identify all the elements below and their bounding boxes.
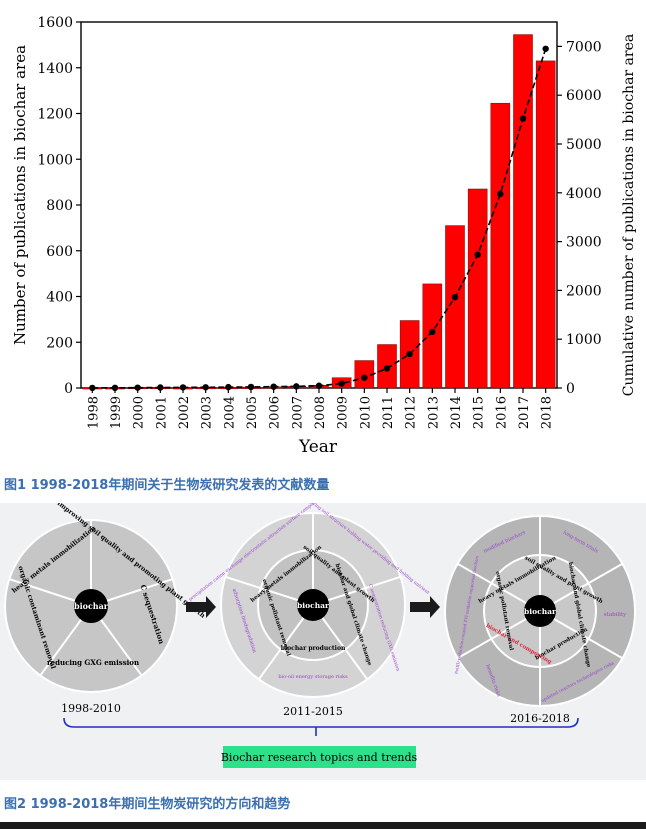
cumulative-point-2010: [361, 374, 368, 381]
cumulative-point-2000: [134, 384, 141, 391]
bar-2015: [467, 188, 488, 389]
cumulative-point-2002: [179, 384, 187, 391]
cumulative-point-2005: [247, 383, 255, 391]
bar-2014: [445, 225, 465, 389]
x-tick-label: 2006: [268, 396, 283, 429]
wheel-2011-2015: biochar heavy metals immobilization soil…: [188, 503, 431, 718]
x-tick-label: 2014: [449, 396, 464, 429]
cumulative-point-2001: [157, 384, 164, 391]
x-tick-label: 2001: [154, 396, 169, 429]
x-tick-label: 2016: [494, 396, 509, 429]
y-right-tick-label: 0: [566, 381, 575, 397]
cumulative-point-2006: [270, 383, 277, 390]
x-tick-label: 2005: [245, 396, 260, 429]
y-axis-label-right: Cumulative number of publications in bio…: [621, 34, 637, 396]
trend-label-box: [223, 746, 416, 768]
cumulative-point-2009: [338, 380, 345, 387]
y-right-tick-label: 2000: [566, 283, 602, 299]
figure2-caption: 图2 1998-2018年期间生物炭研究的方向和趋势: [4, 797, 291, 812]
cumulative-point-1999: [111, 384, 119, 392]
cumulative-point-2011: [383, 365, 391, 372]
x-tick-label: 2012: [404, 396, 419, 429]
wheel3-center-label: biochar: [524, 607, 557, 616]
bar-2016: [490, 102, 511, 389]
x-tick-label: 2002: [177, 396, 192, 429]
figure2-panel: biochar heavy metals immobilization impr…: [0, 503, 646, 780]
y-right-tick-label: 6000: [566, 88, 602, 104]
y-tick-label: 1600: [37, 15, 73, 31]
bar-2013: [422, 283, 443, 389]
bar-2017: [513, 34, 533, 389]
y-tick-label: 0: [64, 381, 73, 397]
x-tick-label: 2010: [358, 396, 373, 429]
y-tick-label: 200: [46, 335, 73, 351]
y-right-tick-label: 4000: [566, 186, 602, 202]
wheel-2016-2018: biochar heavy metals immobilization soil…: [444, 515, 636, 725]
wheel1-year-label: 1998-2010: [61, 702, 121, 715]
cumulative-point-1998: [89, 384, 96, 392]
wheel3-outer-stability: stability: [604, 612, 627, 618]
x-tick-label: 1998: [86, 396, 101, 429]
x-tick-label: 2013: [426, 396, 441, 429]
cumulative-point-2013: [429, 328, 436, 336]
x-tick-label: 2009: [336, 396, 351, 429]
wheel2-center-label: biochar: [297, 601, 330, 610]
bar-series: [82, 34, 556, 390]
wheel2-outer-bio-oil: bio-oil energy storage risks: [278, 674, 348, 680]
cumulative-point-2012: [406, 350, 413, 358]
y-tick-label: 1200: [37, 107, 73, 123]
cumulative-point-2017: [519, 115, 527, 122]
y-tick-label: 1400: [37, 61, 73, 77]
cumulative-point-2008: [315, 382, 323, 389]
y-tick-label: 600: [46, 244, 73, 260]
cumulative-point-2014: [451, 293, 459, 301]
x-tick-label: 2008: [313, 396, 328, 429]
cumulative-point-2018: [542, 45, 549, 52]
x-tick-label: 2015: [472, 396, 487, 429]
y-tick-label: 400: [46, 290, 73, 306]
y-right-tick-label: 1000: [566, 332, 602, 348]
x-tick-label: 2017: [517, 396, 532, 429]
cumulative-point-2015: [474, 251, 481, 258]
cumulative-point-2003: [202, 384, 209, 391]
x-tick-label: 2011: [381, 396, 396, 429]
arrow-right-icon: [410, 596, 440, 618]
figure1-caption: 图1 1998-2018年期间关于生物炭研究发表的文献数量: [4, 478, 330, 493]
y-tick-label: 800: [46, 198, 73, 214]
cumulative-line-series: [89, 45, 549, 392]
x-tick-label: 2000: [132, 396, 147, 429]
y-right-tick-label: 3000: [566, 235, 602, 251]
x-tick-label: 2004: [222, 396, 237, 429]
y-tick-label: 1000: [37, 152, 73, 168]
arrow-right-icon: [186, 596, 216, 618]
bar-2018: [535, 60, 556, 389]
wheel2-year-label: 2011-2015: [283, 705, 343, 718]
x-tick-label: 2018: [540, 396, 555, 429]
wheel2-inner-production: biochar production: [281, 645, 346, 652]
cumulative-point-2004: [225, 383, 232, 391]
y-axis-label: Number of publications in biochar area: [11, 45, 29, 345]
y-right-tick-label: 7000: [566, 39, 602, 55]
wheel1-center-label: biochar: [74, 601, 109, 611]
bottom-divider: [0, 822, 646, 829]
wheel1-seg-ghg: reducing GXG emission: [47, 658, 139, 667]
trend-bracket: [63, 717, 579, 728]
publications-chart: 0 200 400 600 800 1000 1200 1400 1600 0 1000 2000 30…: [11, 15, 637, 457]
y-right-tick-label: 5000: [566, 137, 602, 153]
x-tick-label: 1999: [109, 396, 124, 429]
cumulative-point-2007: [293, 383, 300, 390]
x-tick-label: 2003: [200, 396, 215, 429]
wheel3-year-label: 2016-2018: [510, 712, 570, 725]
cumulative-point-2016: [497, 190, 504, 198]
trend-label: Biochar research topics and trends: [221, 751, 418, 764]
x-axis-label: Year: [298, 437, 338, 457]
chart-axes: [76, 21, 562, 393]
wheel-1998-2010: biochar heavy metals immobilization impr…: [4, 503, 207, 715]
x-tick-label: 2007: [290, 396, 305, 429]
research-topics-diagram: biochar heavy metals immobilization impr…: [4, 503, 636, 768]
tick-labels: 0 200 400 600 800 1000 1200 1400 1600 0 1000 2000 30…: [37, 15, 601, 429]
